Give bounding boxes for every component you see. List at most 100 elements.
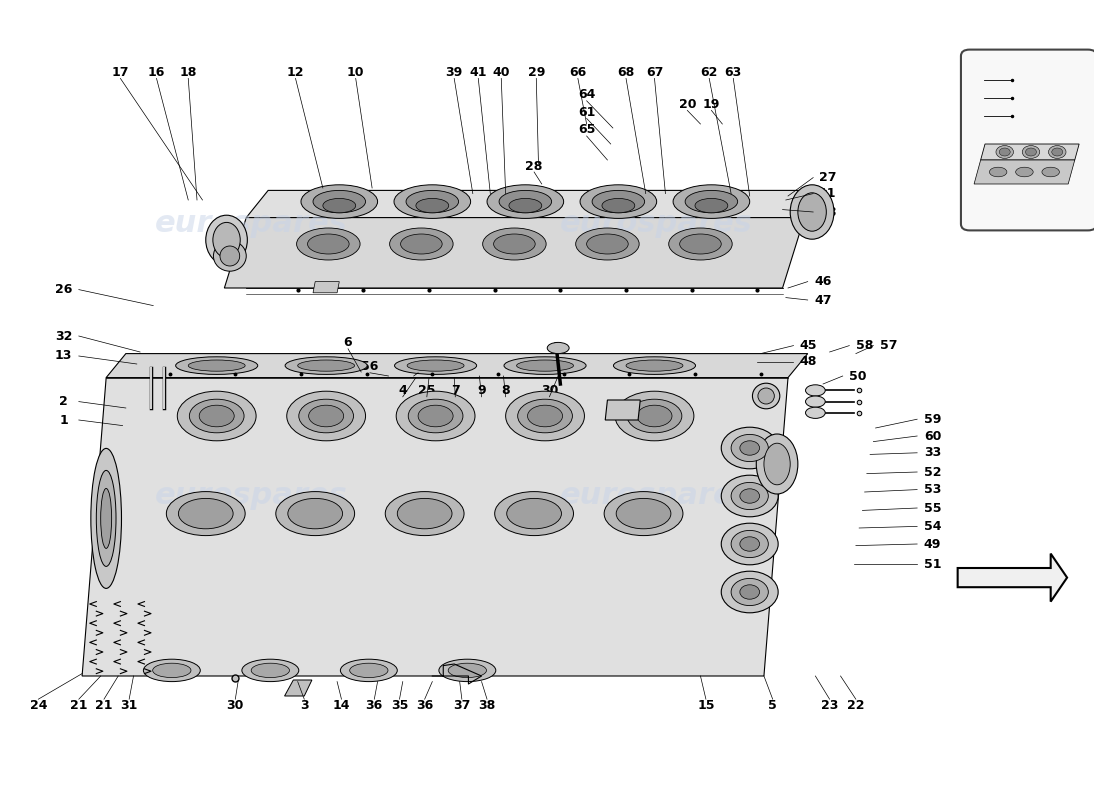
Ellipse shape <box>506 391 584 441</box>
Ellipse shape <box>673 185 750 218</box>
Text: 47: 47 <box>814 294 832 306</box>
Text: 14: 14 <box>332 699 350 712</box>
Text: 9: 9 <box>477 384 486 397</box>
Ellipse shape <box>406 190 459 213</box>
Ellipse shape <box>301 185 377 218</box>
Text: 21: 21 <box>96 699 112 712</box>
Ellipse shape <box>1052 148 1063 156</box>
Text: 53: 53 <box>924 483 942 496</box>
Ellipse shape <box>97 470 116 566</box>
Text: eurospares: eurospares <box>155 482 348 510</box>
Ellipse shape <box>220 246 240 266</box>
Ellipse shape <box>394 185 471 218</box>
Ellipse shape <box>188 360 245 371</box>
Ellipse shape <box>397 498 452 529</box>
Ellipse shape <box>732 482 768 510</box>
Text: 35: 35 <box>390 699 408 712</box>
Text: Soluzione superata: Soluzione superata <box>972 210 1086 219</box>
Text: eurospares: eurospares <box>155 210 348 238</box>
Ellipse shape <box>495 491 573 536</box>
Ellipse shape <box>615 391 694 441</box>
Text: 3: 3 <box>300 699 309 712</box>
Ellipse shape <box>494 234 536 254</box>
Text: 40: 40 <box>493 66 510 78</box>
Ellipse shape <box>288 498 342 529</box>
Text: 30: 30 <box>227 699 244 712</box>
Ellipse shape <box>1048 146 1066 158</box>
Ellipse shape <box>91 448 121 589</box>
Ellipse shape <box>507 498 561 529</box>
Ellipse shape <box>178 498 233 529</box>
Text: 20: 20 <box>679 98 696 110</box>
Text: 26: 26 <box>55 283 73 296</box>
Ellipse shape <box>798 193 826 231</box>
Ellipse shape <box>396 391 475 441</box>
Ellipse shape <box>637 405 672 427</box>
Ellipse shape <box>1015 167 1033 177</box>
Text: 5: 5 <box>768 699 777 712</box>
Ellipse shape <box>586 234 628 254</box>
Ellipse shape <box>199 405 234 427</box>
Text: 28: 28 <box>526 160 542 173</box>
Ellipse shape <box>669 228 733 260</box>
Text: 31: 31 <box>121 699 138 712</box>
Ellipse shape <box>989 167 1006 177</box>
Ellipse shape <box>385 491 464 536</box>
Text: 38: 38 <box>478 699 496 712</box>
Text: eurospares: eurospares <box>560 482 754 510</box>
Text: 6: 6 <box>343 336 352 349</box>
Ellipse shape <box>297 228 360 260</box>
Ellipse shape <box>805 385 825 396</box>
Text: 10: 10 <box>346 66 364 78</box>
Ellipse shape <box>395 357 476 374</box>
Ellipse shape <box>166 491 245 536</box>
Ellipse shape <box>732 434 768 462</box>
Ellipse shape <box>487 185 563 218</box>
Ellipse shape <box>626 360 683 371</box>
Text: 52: 52 <box>924 466 942 478</box>
Text: 7: 7 <box>451 384 460 397</box>
Ellipse shape <box>740 489 760 503</box>
Text: 67: 67 <box>646 66 663 78</box>
Ellipse shape <box>685 190 738 213</box>
Polygon shape <box>314 282 339 293</box>
Ellipse shape <box>722 475 778 517</box>
Ellipse shape <box>276 491 354 536</box>
Text: 43: 43 <box>960 75 977 85</box>
Text: 33: 33 <box>924 446 942 459</box>
Text: 36: 36 <box>365 699 383 712</box>
Polygon shape <box>285 680 312 696</box>
Ellipse shape <box>308 234 349 254</box>
Text: 4: 4 <box>398 384 407 397</box>
Text: 50: 50 <box>849 370 867 382</box>
Text: Old solution: Old solution <box>993 218 1065 227</box>
Ellipse shape <box>740 441 760 455</box>
Ellipse shape <box>416 198 449 213</box>
Text: 25: 25 <box>418 384 436 397</box>
Text: 66: 66 <box>570 66 586 78</box>
Ellipse shape <box>101 488 111 549</box>
Ellipse shape <box>758 388 774 404</box>
Ellipse shape <box>287 391 365 441</box>
Ellipse shape <box>580 185 657 218</box>
Text: 41: 41 <box>470 66 487 78</box>
Ellipse shape <box>242 659 299 682</box>
Text: 13: 13 <box>55 350 73 362</box>
Text: 65: 65 <box>578 123 595 136</box>
Polygon shape <box>975 160 1075 184</box>
Text: 18: 18 <box>179 66 197 78</box>
Polygon shape <box>224 218 804 288</box>
Polygon shape <box>958 554 1067 602</box>
Ellipse shape <box>616 498 671 529</box>
Ellipse shape <box>805 396 825 407</box>
Ellipse shape <box>547 342 569 354</box>
Ellipse shape <box>790 185 834 239</box>
Ellipse shape <box>439 659 496 682</box>
Text: 58: 58 <box>856 339 873 352</box>
Ellipse shape <box>213 241 246 271</box>
Ellipse shape <box>153 663 191 678</box>
Ellipse shape <box>509 198 542 213</box>
Ellipse shape <box>206 215 248 265</box>
Text: 16: 16 <box>147 66 165 78</box>
Ellipse shape <box>614 357 695 374</box>
